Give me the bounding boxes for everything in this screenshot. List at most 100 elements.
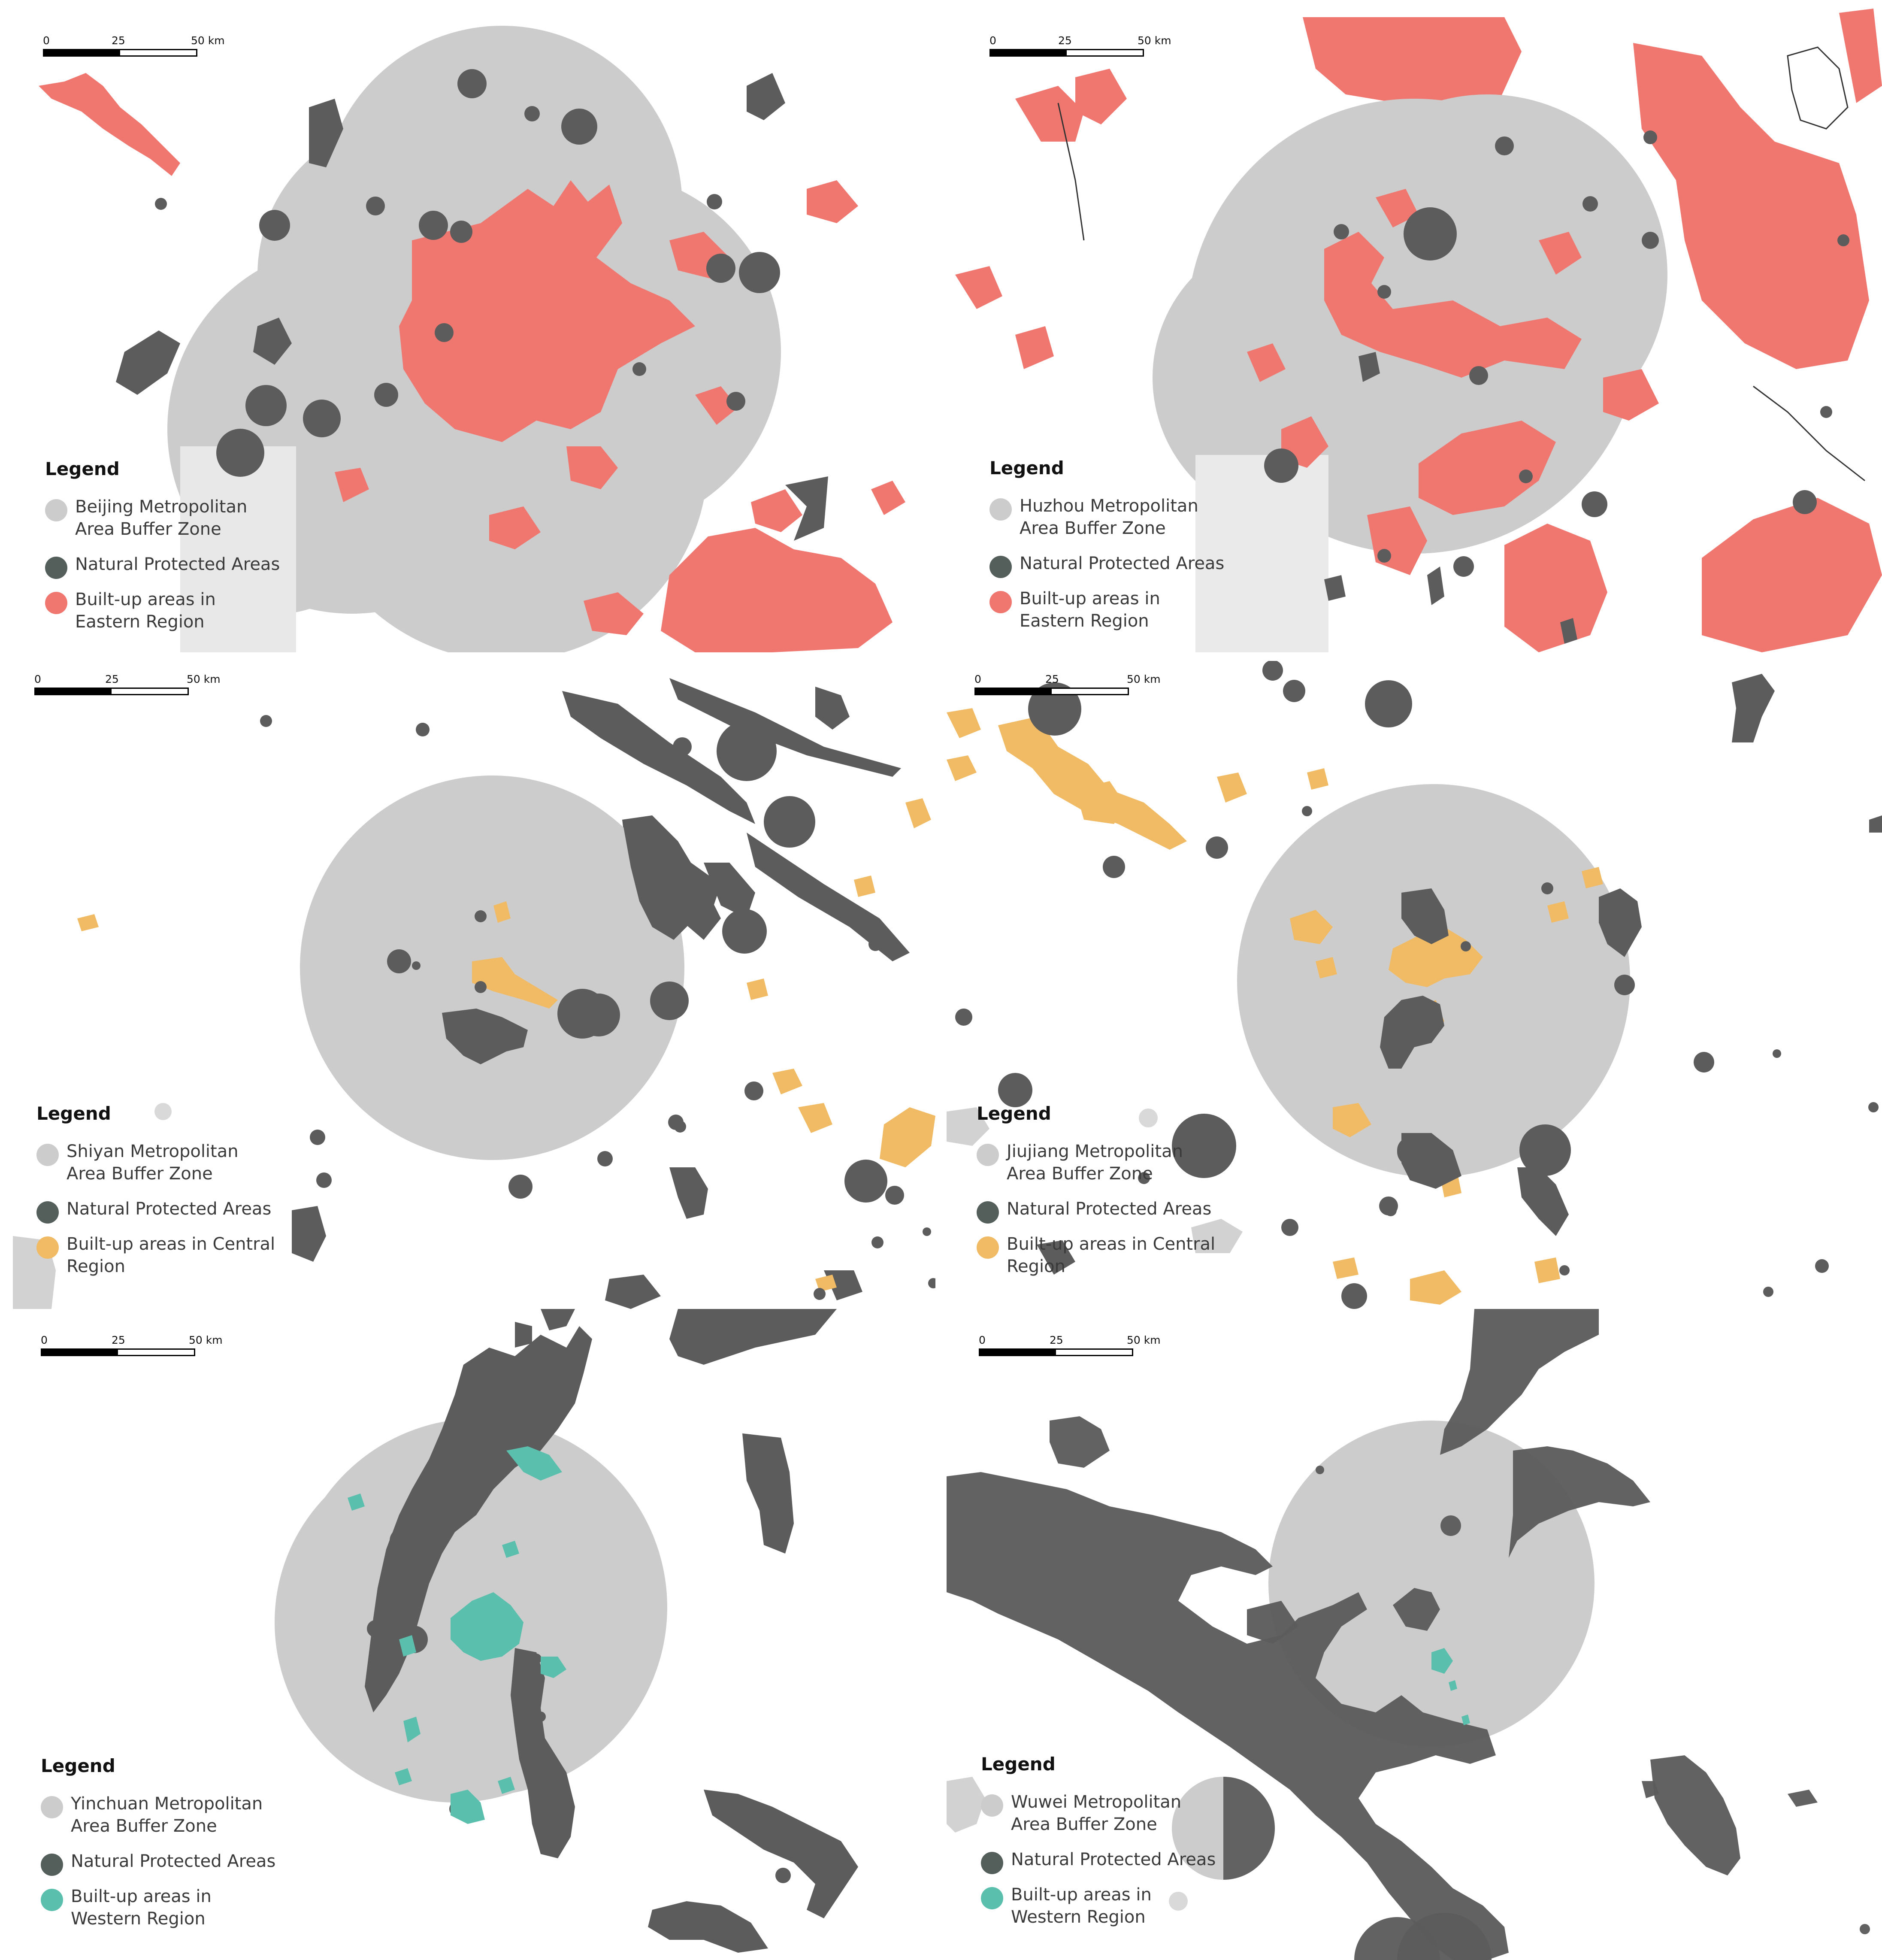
scale-bar-graphic — [989, 49, 1144, 57]
legend-item-buffer: Beijing Metropolitan Area Buffer Zone — [45, 496, 285, 540]
legend-wuwei: Legend Wuwei Metropolitan Area Buffer Zo… — [981, 1754, 1221, 1941]
natural-protected-areas — [116, 69, 828, 541]
scale-tick-0: 0 — [989, 34, 996, 47]
legend-item-buffer: Huzhou Metropolitan Area Buffer Zone — [989, 495, 1230, 539]
legend-label: Jiujiang Metropolitan Area Buffer Zone — [1007, 1142, 1183, 1184]
map-panel-beijing: 0 25 50 km Legend Beijing Metropolitan A… — [0, 0, 935, 652]
scale-tick-25: 25 — [1045, 673, 1059, 685]
legend-label: Built-up areas in Eastern Region — [75, 590, 216, 632]
built-up-areas — [1431, 1648, 1470, 1725]
scale-tick-0: 0 — [43, 34, 50, 47]
protected-swatch-icon — [989, 556, 1012, 578]
legend-beijing: Legend Beijing Metropolitan Area Buffer … — [45, 458, 285, 646]
protected-swatch-icon — [45, 557, 67, 579]
built-up-areas-back — [947, 708, 1328, 850]
map-panel-yinchuan: 0 25 50 km Legend Yinchuan Metropolitan … — [0, 1309, 935, 1960]
scale-tick-50km: 50 km — [1127, 673, 1161, 685]
legend-title: Legend — [989, 457, 1064, 479]
legend-item-builtup: Built-up areas in Eastern Region — [989, 588, 1230, 632]
scale-tick-0: 0 — [34, 673, 41, 685]
legend-label: Natural Protected Areas — [1011, 1850, 1216, 1869]
protected-swatch-icon — [977, 1201, 999, 1224]
built-up-areas-back — [955, 9, 1882, 652]
protected-swatch-icon — [981, 1852, 1003, 1874]
legend-item-protected: Natural Protected Areas — [989, 552, 1230, 578]
legend-item-protected: Natural Protected Areas — [45, 553, 285, 579]
legend-label: Built-up areas in Central Region — [1007, 1234, 1216, 1276]
legend-label: Built-up areas in Eastern Region — [1020, 589, 1160, 631]
buffer-swatch-icon — [36, 1144, 59, 1166]
legend-label: Natural Protected Areas — [1020, 554, 1225, 573]
legend-backdrop — [180, 446, 296, 652]
scale-tick-50km: 50 km — [1127, 1334, 1161, 1346]
legend-item-protected: Natural Protected Areas — [981, 1848, 1221, 1874]
jiujiang-map — [947, 661, 1882, 1309]
scale-bar: 0 25 50 km — [979, 1334, 1161, 1364]
legend-label: Beijing Metropolitan Area Buffer Zone — [75, 497, 248, 539]
legend-label: Wuwei Metropolitan Area Buffer Zone — [1011, 1792, 1182, 1834]
legend-item-buffer: Wuwei Metropolitan Area Buffer Zone — [981, 1791, 1221, 1836]
legend-yinchuan: Legend Yinchuan Metropolitan Area Buffer… — [41, 1755, 281, 1943]
natural-protected-areas — [955, 661, 1882, 1309]
legend-item-builtup: Built-up areas in Eastern Region — [45, 588, 285, 633]
scale-tick-0: 0 — [974, 673, 981, 685]
built-up-areas — [39, 73, 905, 652]
legend-corner-shape — [947, 1107, 989, 1146]
legend-corner-shape — [947, 1777, 985, 1833]
legend-label: Natural Protected Areas — [71, 1851, 276, 1871]
scale-bar-graphic — [43, 49, 197, 57]
legend-item-buffer: Jiujiang Metropolitan Area Buffer Zone — [977, 1140, 1217, 1185]
scale-bar-graphic — [974, 688, 1129, 695]
legend-backdrop — [1195, 455, 1328, 652]
natural-protected-areas — [260, 715, 935, 1300]
legend-huzhou: Legend Huzhou Metropolitan Area Buffer Z… — [989, 457, 1230, 645]
legend-title: Legend — [977, 1103, 1051, 1124]
beijing-map — [39, 26, 905, 652]
scale-bar-graphic — [41, 1348, 195, 1356]
map-panel-wuwei: 0 25 50 km Legend Wuwei Metropolitan Are… — [947, 1309, 1882, 1960]
buffer-swatch-icon — [977, 1144, 999, 1166]
scale-bar: 0 25 50 km — [43, 34, 225, 64]
legend-item-buffer: Yinchuan Metropolitan Area Buffer Zone — [41, 1793, 281, 1837]
legend-label: Natural Protected Areas — [67, 1199, 272, 1219]
protected-swatch-icon — [41, 1854, 63, 1876]
built-up-areas — [77, 798, 935, 1292]
builtup-swatch-icon — [36, 1236, 59, 1259]
scale-tick-25: 25 — [105, 673, 119, 685]
buffer-swatch-icon — [981, 1794, 1003, 1817]
legend-corner-shape-2 — [1191, 1219, 1243, 1253]
scale-tick-50km: 50 km — [189, 1334, 223, 1346]
scale-bar: 0 25 50 km — [974, 673, 1161, 703]
scale-tick-0: 0 — [979, 1334, 986, 1346]
scale-bar: 0 25 50 km — [41, 1334, 223, 1364]
legend-item-protected: Natural Protected Areas — [977, 1198, 1217, 1224]
legend-item-builtup: Built-up areas in Western Region — [981, 1884, 1221, 1928]
legend-title: Legend — [36, 1103, 111, 1124]
wuwei-map — [947, 1309, 1870, 1960]
builtup-swatch-icon — [45, 592, 67, 614]
legend-shiyan: Legend Shiyan Metropolitan Area Buffer Z… — [36, 1103, 277, 1291]
scale-tick-0: 0 — [41, 1334, 48, 1346]
legend-title: Legend — [41, 1755, 115, 1776]
legend-marker — [1139, 1109, 1158, 1127]
natural-protected-areas — [947, 1309, 1870, 1960]
buffer-swatch-icon — [45, 499, 67, 521]
yinchuan-map — [275, 1309, 858, 1953]
legend-title: Legend — [45, 458, 120, 479]
map-panel-shiyan: 0 25 50 km Legend Shiyan Metropolitan Ar… — [0, 661, 935, 1309]
legend-label: Built-up areas in Western Region — [1011, 1885, 1152, 1927]
builtup-swatch-icon — [981, 1887, 1003, 1909]
scale-tick-50km: 50 km — [191, 34, 225, 47]
huzhou-map — [955, 9, 1882, 652]
scale-bar: 0 25 50 km — [989, 34, 1171, 64]
builtup-swatch-icon — [977, 1236, 999, 1259]
buffer-swatch-icon — [41, 1796, 63, 1818]
legend-item-protected: Natural Protected Areas — [36, 1198, 277, 1224]
built-up-areas — [348, 1446, 566, 1824]
legend-item-builtup: Built-up areas in Western Region — [41, 1885, 281, 1930]
outline-features — [1057, 46, 1865, 482]
legend-label: Built-up areas in Central Region — [67, 1234, 275, 1276]
legend-item-builtup: Built-up areas in Central Region — [36, 1233, 277, 1278]
buffer-swatch-icon — [989, 498, 1012, 521]
scale-bar: 0 25 50 km — [34, 673, 221, 703]
